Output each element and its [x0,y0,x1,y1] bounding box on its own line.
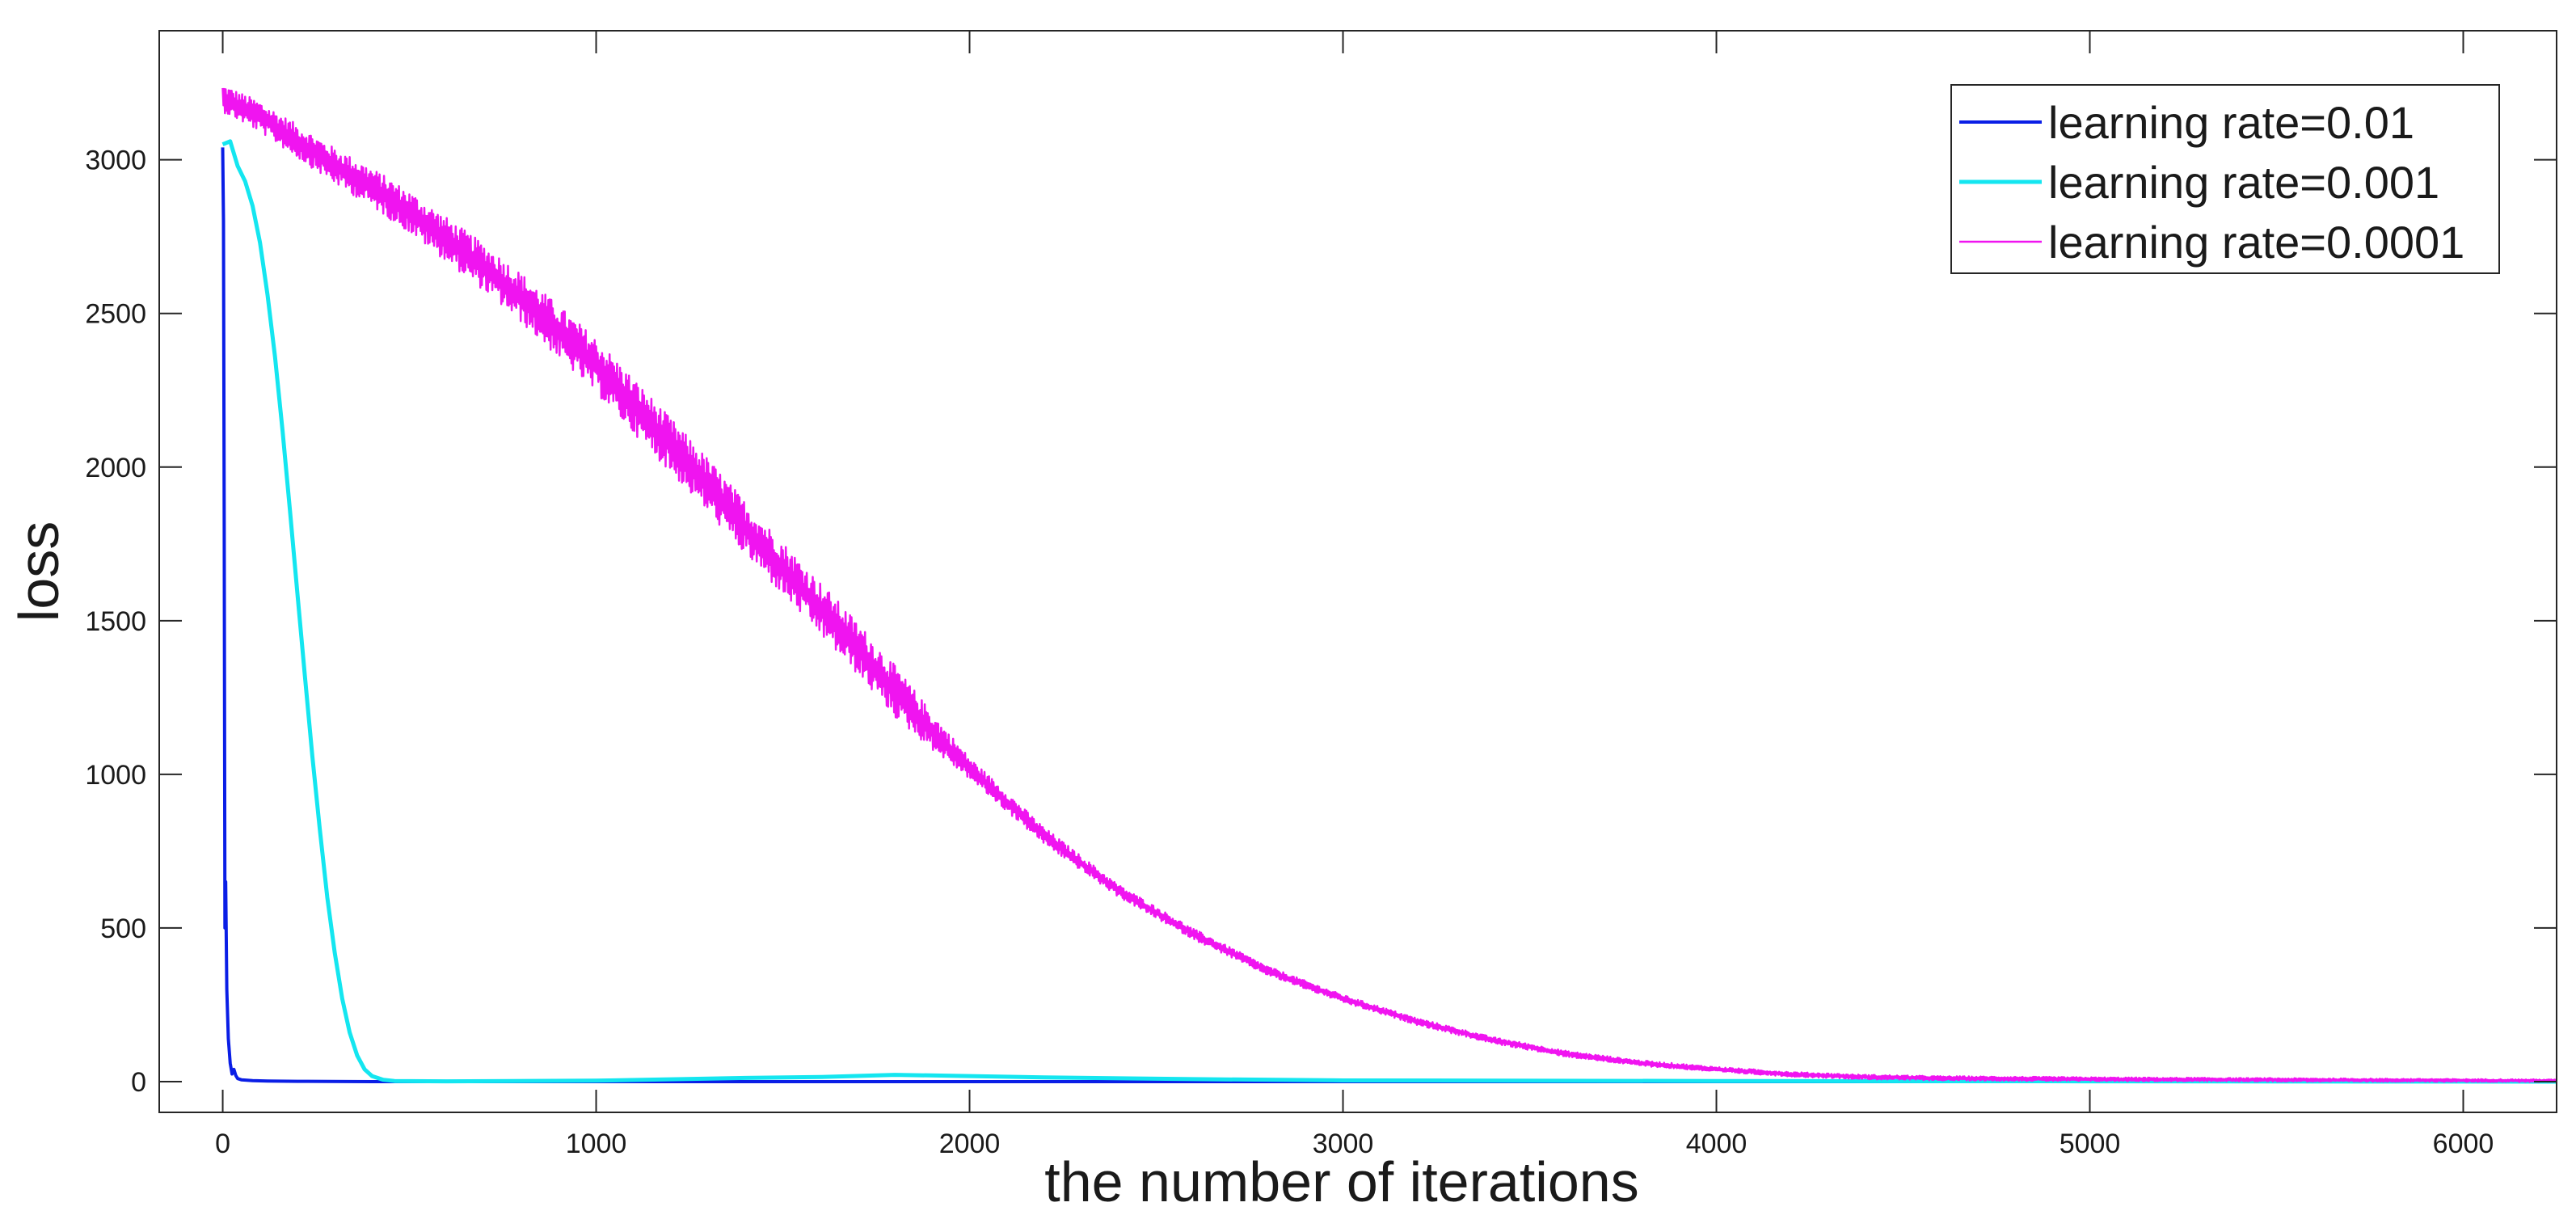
legend-label: learning rate=0.01 [2048,97,2414,148]
y-tick-label: 0 [131,1067,146,1098]
y-tick-label: 2500 [85,299,146,330]
legend-label: learning rate=0.001 [2048,157,2439,208]
x-tick-label: 4000 [1686,1129,1748,1159]
axes-layer: 0 1000 2000 3000 4000 5000 6000 0 500 1000 1500 200… [85,30,2557,1159]
y-tick-label: 2000 [85,453,146,483]
y-tick-label: 3000 [85,146,146,176]
legend-label: learning rate=0.0001 [2048,217,2464,268]
y-tick-label: 1000 [85,760,146,791]
y-tick-label: 500 [100,913,146,944]
series-line-1 [221,147,2557,1083]
series-layer [221,87,2557,1084]
x-tick-label: 1000 [566,1129,627,1159]
series-line-2 [221,139,2557,1084]
x-tick-label: 3000 [1313,1129,1374,1159]
legend: learning rate=0.01 learning rate=0.001 lea… [1950,84,2500,274]
x-tick-label: 0 [215,1129,230,1159]
y-tick-label: 1500 [85,606,146,637]
x-axis-label: the number of iterations [1044,1150,1638,1213]
x-tick-label: 5000 [2060,1129,2121,1159]
x-tick-label: 6000 [2433,1129,2494,1159]
series-line-3 [221,87,2557,1083]
y-axis-label: loss [7,521,70,622]
legend-box [1950,84,2500,274]
plot-frame [158,30,2557,1113]
x-tick-label: 2000 [939,1129,1001,1159]
